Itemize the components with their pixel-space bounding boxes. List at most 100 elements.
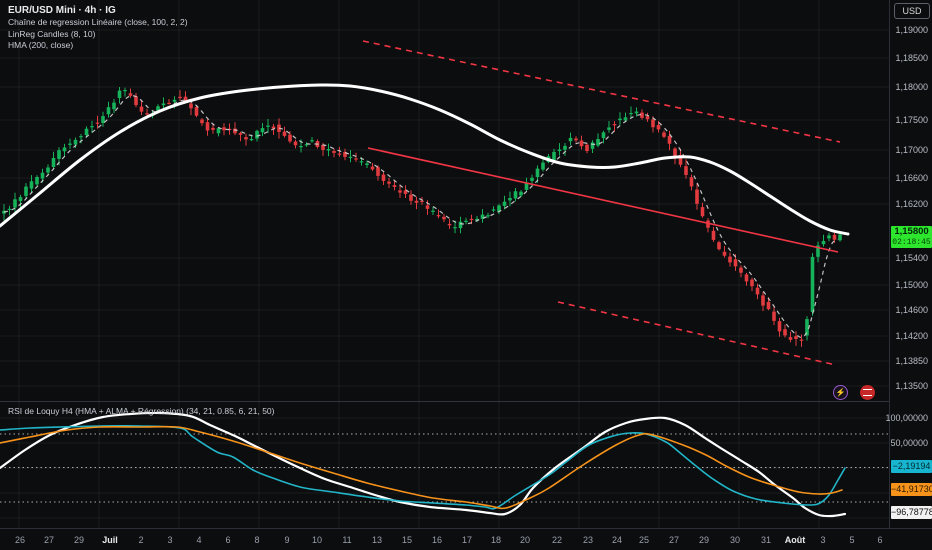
candle-body [535, 168, 540, 177]
price-axis-label: 1,14200 [895, 331, 928, 341]
candle-body [90, 126, 94, 128]
candle-body [755, 287, 760, 295]
rsi-axis-label: 50,00000 [890, 438, 928, 448]
candle-body [79, 136, 83, 138]
candle-body [7, 208, 12, 210]
time-axis-label: 3 [167, 534, 173, 545]
candle-body [805, 319, 809, 336]
candle-body [838, 234, 842, 241]
time-axis-label: 26 [14, 534, 26, 545]
candle-body [739, 267, 743, 273]
time-axis-label: 5 [849, 534, 855, 545]
candle-body [645, 116, 650, 120]
candle-body [579, 140, 584, 147]
candle-body [266, 125, 270, 127]
regression-channel-upper[interactable] [362, 40, 841, 143]
candle-body [271, 126, 276, 129]
ig-logo-icon[interactable] [860, 385, 875, 400]
currency-usd-button[interactable]: USD [894, 3, 930, 19]
candle-body [552, 151, 556, 160]
candle-body [348, 156, 353, 158]
candle-body [557, 149, 562, 152]
time-axis-label: 29 [73, 534, 85, 545]
candle-body [211, 127, 215, 130]
time-axis-label: 27 [668, 534, 680, 545]
candle-body [2, 210, 6, 214]
candle-body [524, 182, 529, 190]
candle-body [563, 145, 567, 150]
lightning-icon[interactable]: ⚡ [833, 385, 848, 400]
candle-body [590, 142, 595, 149]
rsi-axis-label: 100,00000 [885, 413, 928, 423]
candle-body [101, 116, 105, 123]
time-axis-label: 10 [311, 534, 323, 545]
candle-body [766, 301, 771, 310]
candle-body [612, 124, 617, 126]
candlestick-series [2, 87, 842, 347]
price-axis-label: 1,18500 [895, 53, 928, 63]
time-axis-label: 13 [371, 534, 383, 545]
candle-body [568, 137, 573, 142]
candle-body [601, 132, 606, 139]
candle-body [788, 337, 793, 340]
price-axis-label: 1,19000 [895, 25, 928, 35]
candle-body [618, 118, 622, 121]
candle-body [299, 146, 303, 148]
time-scale[interactable]: 26 27 29 Juil 2 3 4 6 8 9 10 11 13 15 16 17 18 20 22 23 24 25… [0, 528, 932, 550]
candle-body [772, 311, 776, 321]
candle-body [293, 141, 298, 146]
legend-indicator-regression-chain[interactable]: Chaîne de regression Linéaire (close, 10… [8, 17, 188, 27]
candle-body [717, 242, 721, 250]
candle-body [183, 96, 188, 102]
candle-body [750, 279, 754, 287]
candle-body [376, 167, 380, 176]
candle-body [24, 186, 28, 196]
candle-body [84, 128, 89, 136]
candle-body [200, 119, 204, 124]
price-axis-label: 1,15000 [895, 280, 928, 290]
candle-body [777, 321, 782, 332]
time-axis-label: 18 [490, 534, 502, 545]
rsi-legend[interactable]: RSI de Loquy H4 (HMA + ALMA + Régression… [8, 406, 275, 416]
candle-body [29, 181, 34, 189]
candle-body [321, 144, 325, 150]
candle-body [475, 218, 479, 221]
regression-channel-lower[interactable] [557, 301, 837, 366]
candle-body [722, 251, 727, 256]
candle-body [62, 147, 67, 152]
pane-separator[interactable] [0, 401, 932, 402]
candle-body [414, 200, 419, 203]
time-axis-label: 17 [461, 534, 473, 545]
candle-body [244, 137, 248, 140]
candle-body [73, 139, 78, 145]
candle-body [513, 191, 518, 199]
candle-body [46, 167, 50, 173]
time-axis-label: Juil [102, 534, 118, 545]
candle-body [464, 220, 468, 222]
candle-body [310, 140, 314, 142]
price-scale[interactable]: USD 1,15800 02:18:45 1,19000 1,18500 1,180… [885, 0, 932, 528]
candle-body [343, 151, 347, 157]
time-axis-label: 25 [638, 534, 650, 545]
price-axis-label: 1,16600 [895, 173, 928, 183]
candle-body [216, 128, 221, 134]
candle-body [365, 163, 369, 165]
candle-body [431, 210, 435, 212]
candle-body [629, 113, 633, 115]
candle-body [112, 102, 116, 110]
candle-body [40, 172, 45, 179]
candle-body [623, 117, 628, 121]
candle-body [585, 144, 589, 151]
candle-body [255, 130, 259, 139]
candle-body [458, 221, 463, 229]
candle-body [656, 125, 661, 130]
rsi-line-alma [0, 425, 846, 510]
time-axis-label: 24 [611, 534, 623, 545]
legend-indicator-linreg-candles[interactable]: LinReg Candles (8, 10) [8, 28, 96, 39]
legend-indicator-hma[interactable]: HMA (200, close) [8, 40, 74, 50]
time-axis-label: 6 [877, 534, 883, 545]
regression-trend-line[interactable] [367, 147, 839, 253]
time-axis-label: 20 [519, 534, 531, 545]
legend-symbol[interactable]: EUR/USD Mini · 4h · IG [8, 5, 116, 16]
